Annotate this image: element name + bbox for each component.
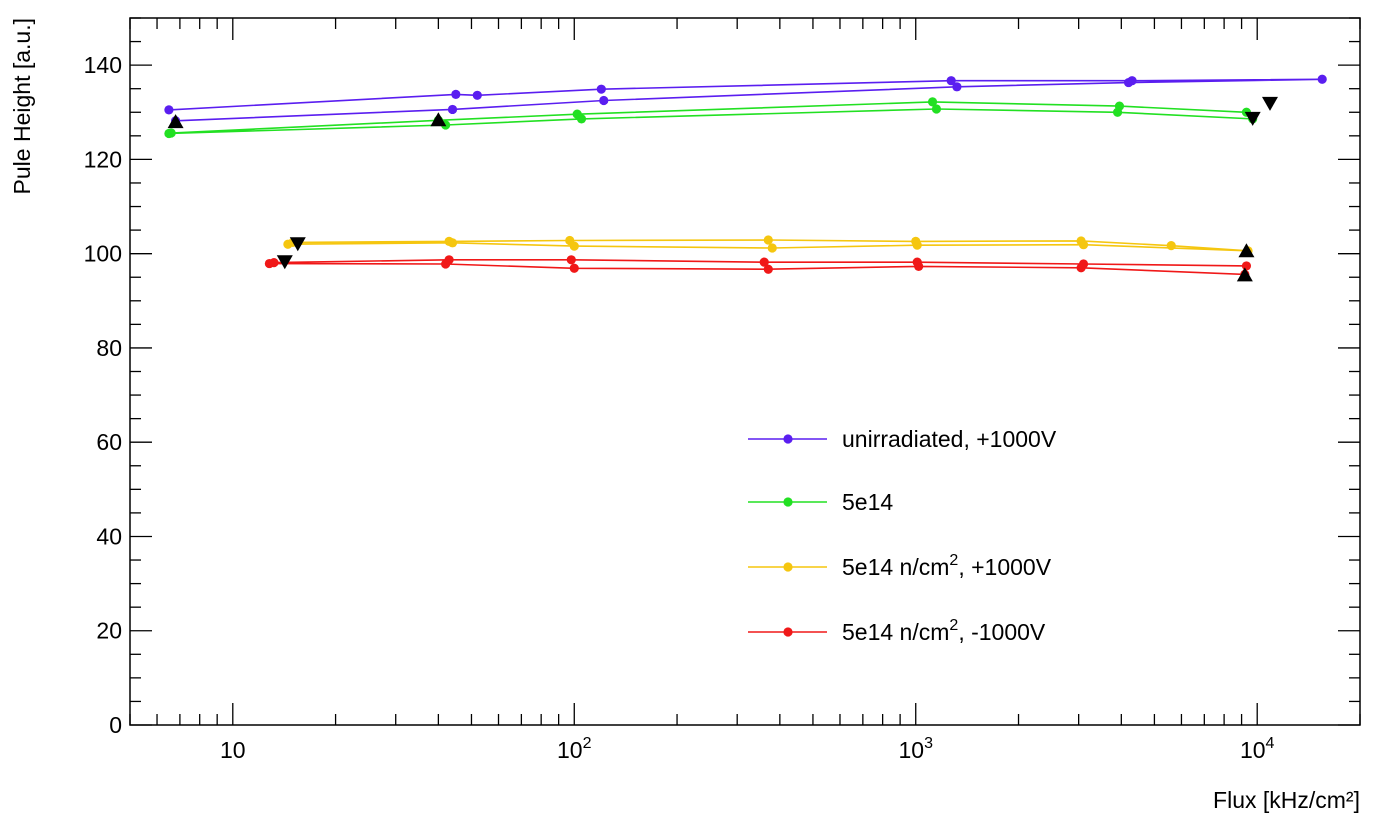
triangle-down-marker (1261, 96, 1278, 111)
data-point (759, 257, 769, 267)
data-point (1078, 259, 1089, 269)
data-point (596, 84, 606, 94)
y-tick-label: 120 (84, 146, 122, 172)
data-point (946, 76, 956, 86)
data-point (911, 236, 921, 247)
series-line-2 (287, 239, 1249, 252)
x-tick-label: 10 (220, 737, 246, 763)
legend-label: 5e14 (842, 489, 893, 515)
y-tick-label: 60 (96, 429, 122, 455)
data-point (451, 89, 461, 99)
data-point (927, 97, 938, 107)
legend: unirradiated, +1000V 5e14 5e14 n/cm2, +100… (748, 426, 1057, 645)
data-point (931, 104, 942, 114)
data-point (1166, 241, 1176, 251)
triangle-up-marker (430, 112, 447, 127)
legend-label: unirradiated, +1000V (842, 426, 1057, 452)
triangle-down-marker (289, 237, 306, 252)
data-point (1114, 101, 1125, 111)
data-point (599, 95, 609, 106)
data-point (763, 264, 773, 274)
triangle-up-marker (167, 114, 184, 129)
series-line-1 (168, 101, 1255, 135)
legend-marker (783, 497, 793, 507)
x-axis-label: Flux [kHz/cm²] (1213, 787, 1360, 813)
y-tick-label: 20 (96, 618, 122, 644)
legend-marker (783, 562, 793, 572)
chart-marks (164, 74, 1327, 282)
y-tick-label: 80 (96, 335, 122, 361)
triangle-up-marker (1238, 243, 1255, 258)
data-point (912, 257, 922, 267)
data-point (1241, 261, 1252, 271)
y-tick-label: 140 (84, 52, 122, 78)
legend-label: 5e14 n/cm2, -1000V (842, 617, 1046, 645)
data-point (1123, 77, 1134, 88)
y-axis-label: Pule Height [a.u.] (9, 18, 35, 194)
data-point (566, 255, 576, 265)
y-tick-label: 100 (84, 241, 122, 267)
data-point (952, 82, 962, 92)
data-point (166, 128, 176, 138)
data-point (447, 104, 458, 115)
x-axis: 10 102 103 104 (129, 18, 1361, 763)
y-tick-label: 0 (109, 712, 122, 738)
data-point (164, 105, 174, 115)
x-tick-label: 103 (898, 735, 933, 763)
data-point (269, 258, 279, 268)
triangle-up-marker (1236, 267, 1253, 282)
legend-marker (783, 434, 793, 444)
legend-marker (783, 627, 793, 637)
plot-frame (129, 17, 1361, 726)
legend-label: 5e14 n/cm2, +1000V (842, 552, 1052, 580)
y-tick-label: 40 (96, 523, 122, 549)
series-line-3 (269, 258, 1248, 276)
data-point (572, 109, 582, 119)
data-point (763, 235, 773, 245)
data-point (1076, 236, 1086, 246)
triangle-down-marker (276, 255, 293, 270)
data-point (444, 255, 454, 265)
data-point (472, 90, 482, 100)
data-point (444, 236, 454, 247)
x-tick-label: 102 (557, 735, 592, 763)
data-point (1317, 74, 1327, 84)
data-point (767, 243, 777, 253)
y-axis: 0 20 40 60 80 100 120 140 (84, 17, 1360, 738)
data-point (569, 263, 579, 273)
data-point (565, 235, 575, 246)
triangle-down-marker (1244, 111, 1261, 126)
x-tick-label: 104 (1240, 735, 1275, 763)
